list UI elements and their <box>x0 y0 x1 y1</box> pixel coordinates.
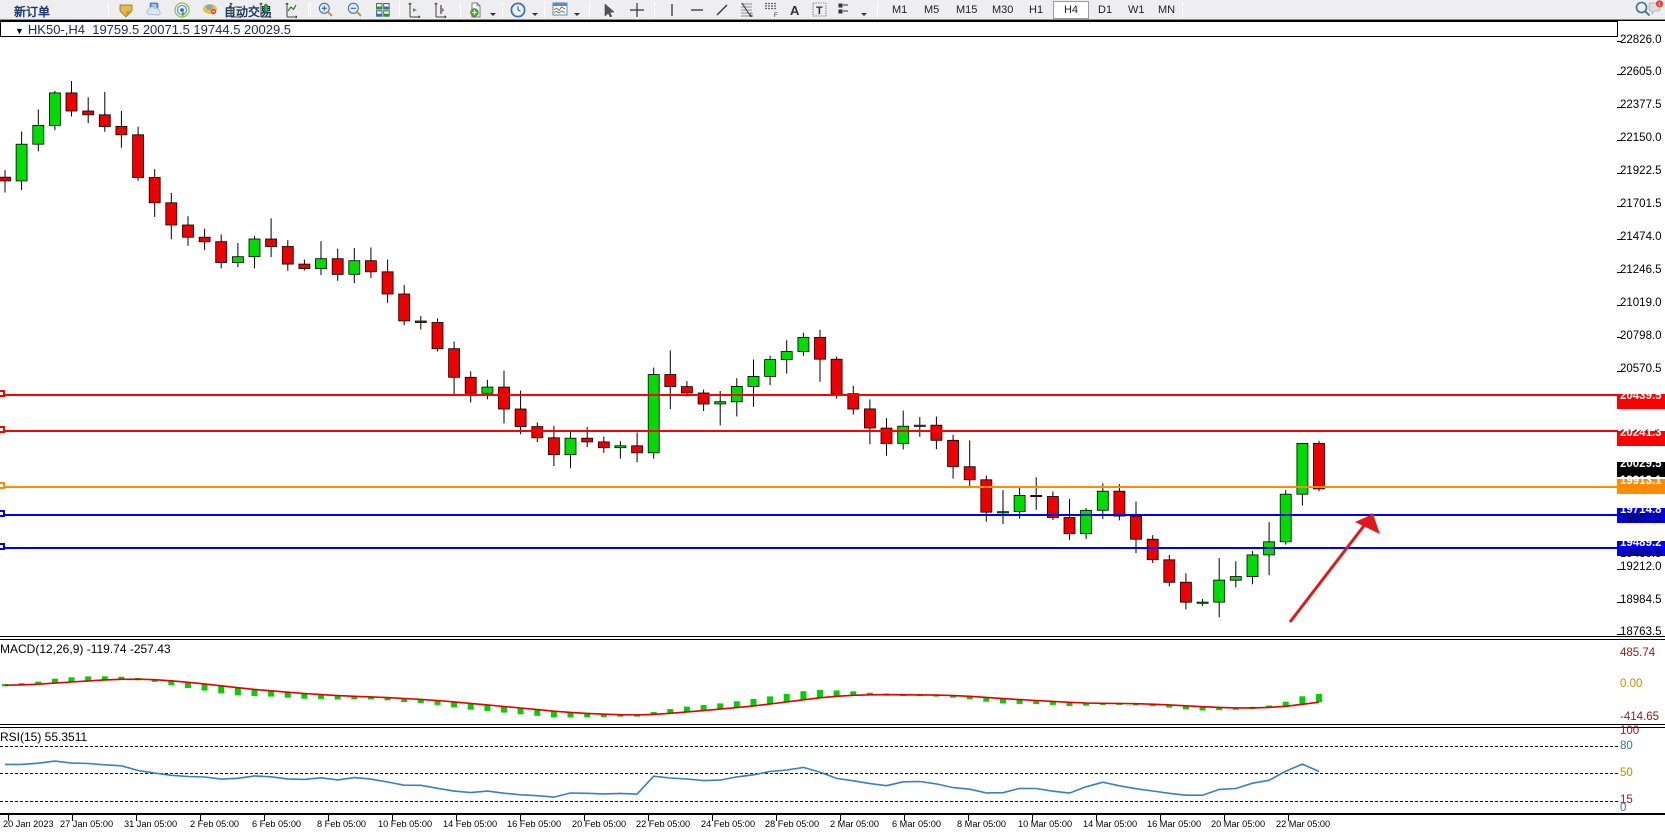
svg-text:T: T <box>816 5 823 17</box>
svg-text:E: E <box>750 13 754 18</box>
svg-text:F: F <box>774 13 778 18</box>
svg-text:1: 1 <box>1658 1 1661 6</box>
